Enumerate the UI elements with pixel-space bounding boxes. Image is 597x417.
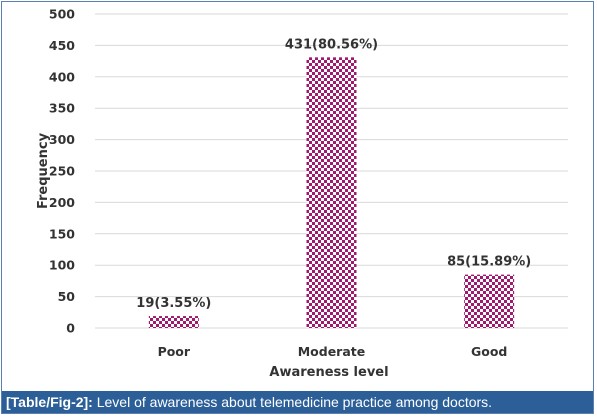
y-tick-label: 50 [58,289,76,304]
caption-tag: [Table/Fig-2]: [6,394,93,410]
category-label: Moderate [298,344,366,359]
y-tick-label: 150 [49,226,75,241]
y-tick-label: 500 [49,7,75,22]
y-tick-label: 200 [49,195,75,210]
bars [148,57,515,328]
y-tick-labels: 0 50 100 150 200 250 300 350 400 450 500 [49,7,75,336]
y-tick-label: 450 [49,38,75,53]
data-label: 19(3.55%) [136,296,211,311]
y-axis-title: Frequency [36,132,51,209]
y-tick-label: 400 [49,69,75,84]
category-label: Good [471,344,507,359]
x-axis-title: Awareness level [269,365,388,380]
data-labels: 19(3.55%) 431(80.56%) 85(15.89%) [136,37,531,311]
y-tick-label: 300 [49,132,75,147]
bar-chart: 0 50 100 150 200 250 300 350 400 450 500 19(3.55%)… [36,7,568,380]
bar [306,57,357,328]
y-tick-label: 0 [66,321,75,336]
data-label: 431(80.56%) [285,37,378,52]
y-tick-label: 250 [49,164,75,179]
bar [464,274,515,328]
bar [148,316,199,328]
category-label: Poor [158,344,191,359]
category-labels: Poor Moderate Good [158,344,508,359]
y-tick-label: 100 [49,258,75,273]
caption-text: Level of awareness about telemedicine pr… [92,394,493,410]
data-label: 85(15.89%) [447,255,531,270]
y-tick-label: 350 [49,101,75,116]
figure-caption: [Table/Fig-2]: Level of awareness about … [2,391,593,413]
